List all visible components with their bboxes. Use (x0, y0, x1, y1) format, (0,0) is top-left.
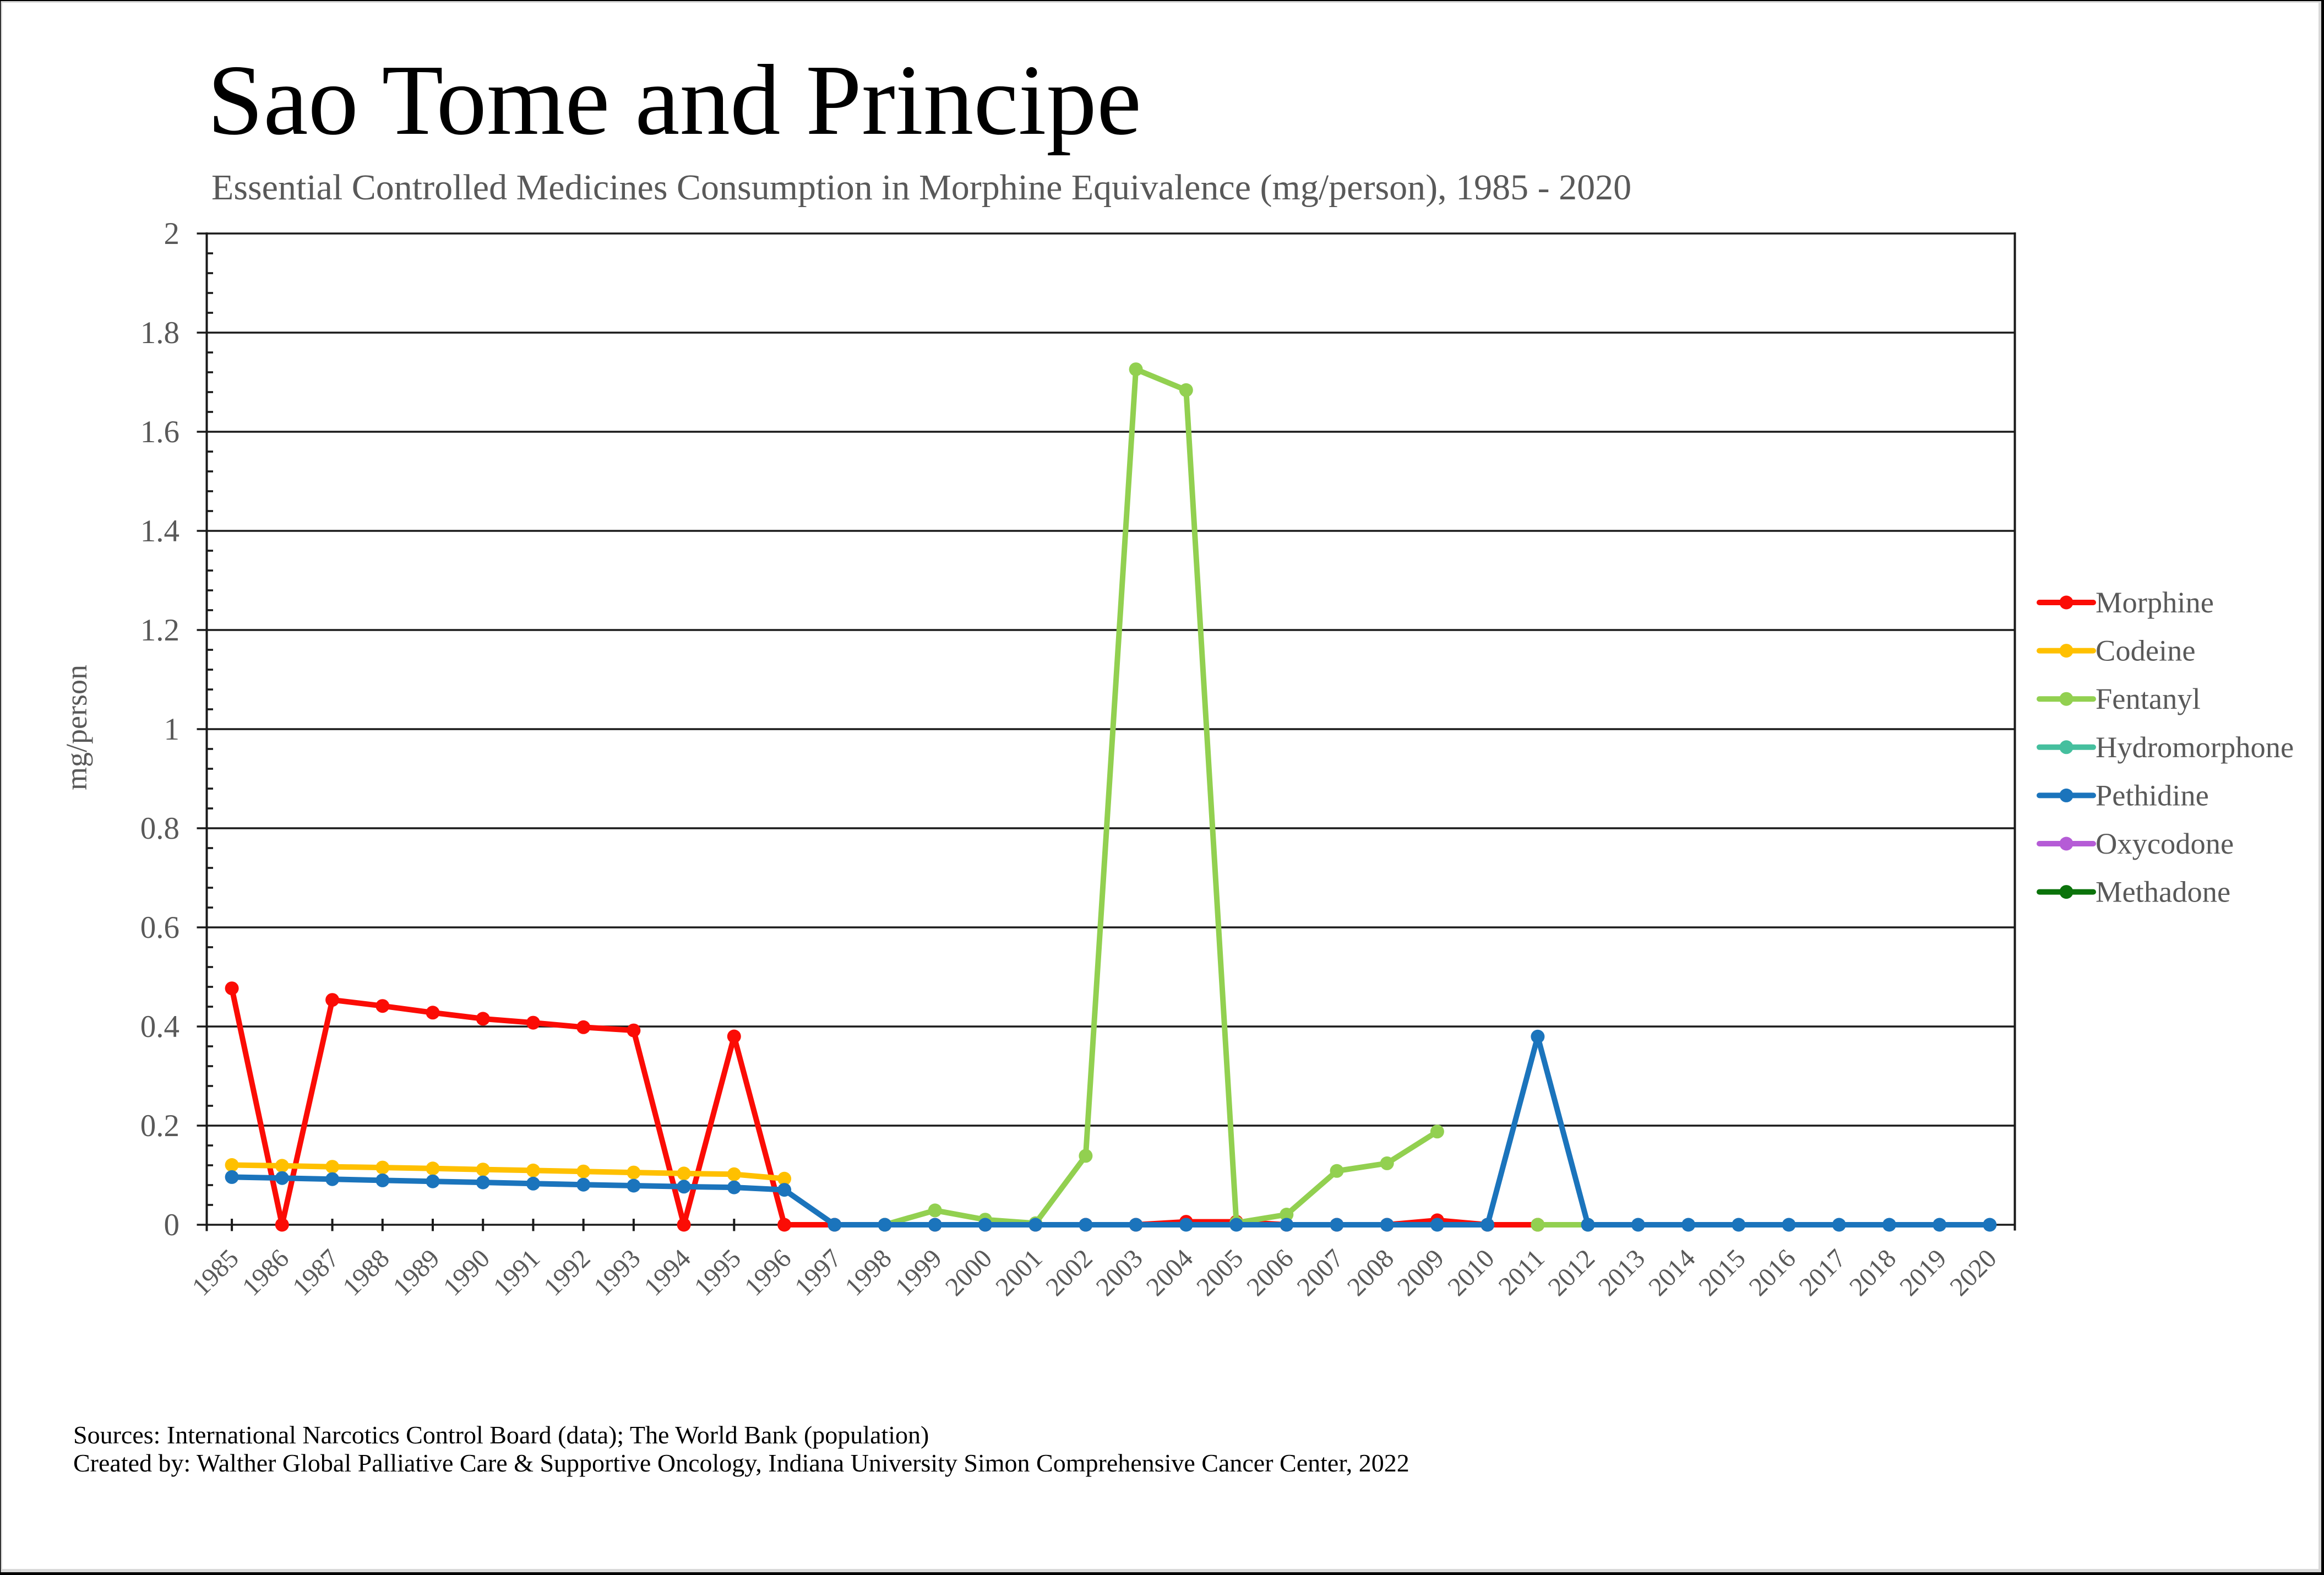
svg-text:Created by: Walther Global Pal: Created by: Walther Global Palliative Ca… (73, 1449, 1409, 1477)
svg-text:Methadone: Methadone (2096, 875, 2230, 909)
svg-text:Fentanyl: Fentanyl (2096, 682, 2201, 715)
svg-text:Pethidine: Pethidine (2096, 778, 2209, 812)
svg-text:Oxycodone: Oxycodone (2096, 827, 2234, 860)
svg-text:Hydromorphone: Hydromorphone (2096, 730, 2294, 764)
svg-text:1.6: 1.6 (140, 415, 179, 449)
svg-text:Morphine: Morphine (2096, 585, 2214, 619)
svg-text:1.8: 1.8 (140, 316, 179, 350)
svg-text:0.2: 0.2 (140, 1109, 179, 1143)
svg-text:0.8: 0.8 (140, 811, 179, 846)
svg-text:0.6: 0.6 (140, 910, 179, 945)
svg-text:Codeine: Codeine (2096, 634, 2196, 667)
svg-text:0: 0 (164, 1208, 180, 1242)
svg-text:1.2: 1.2 (140, 613, 179, 648)
svg-text:Sao Tome and Principe: Sao Tome and Principe (208, 44, 1142, 156)
svg-text:2: 2 (164, 216, 180, 251)
svg-text:1: 1 (164, 712, 180, 747)
svg-text:1.4: 1.4 (140, 514, 179, 548)
svg-text:mg/person: mg/person (60, 665, 93, 790)
svg-text:Sources: International Narcoti: Sources: International Narcotics Control… (73, 1421, 929, 1449)
svg-text:0.4: 0.4 (140, 1009, 179, 1044)
svg-text:Essential Controlled Medicines: Essential Controlled Medicines Consumpti… (211, 167, 1631, 208)
